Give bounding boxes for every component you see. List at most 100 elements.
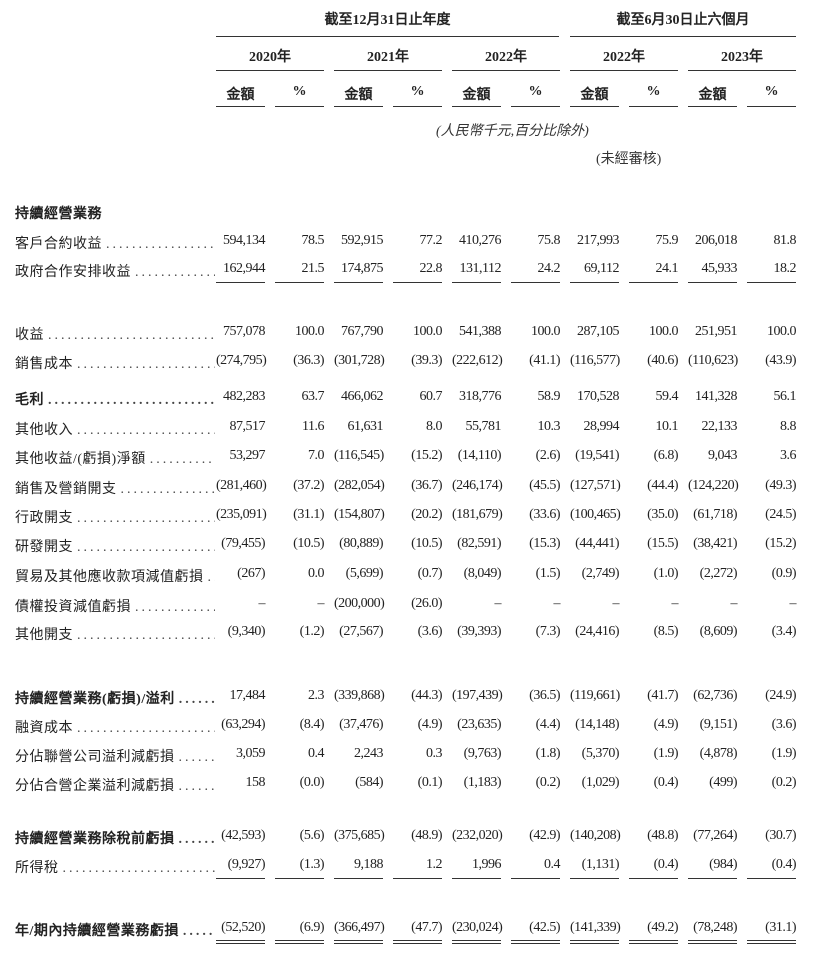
- percent-cell: (36.7): [411, 478, 442, 493]
- amount-cell: 162,944: [223, 261, 266, 276]
- amount-cell: (230,024): [452, 920, 503, 935]
- percent-cell: (0.1): [417, 775, 443, 790]
- header-rule: [216, 36, 559, 37]
- amount-cell: (141,339): [570, 920, 621, 935]
- percent-cell: (39.3): [411, 353, 442, 368]
- row-label-text: 貿易及其他應收款項減值虧損: [15, 570, 204, 585]
- amount-cell: (116,577): [570, 353, 620, 368]
- leader-dots: ..........................: [178, 750, 216, 765]
- row-label: 銷售及營銷開支 ..........................: [15, 478, 215, 498]
- row-label: 銷售成本 ..........................: [15, 353, 215, 373]
- percent-cell: 21.5: [301, 261, 325, 276]
- year-rule: [452, 70, 560, 71]
- amount-cell: 28,994: [583, 419, 620, 434]
- amount-cell: 767,790: [341, 324, 384, 339]
- column-rule: [747, 106, 796, 107]
- amount-cell: (52,520): [221, 920, 265, 935]
- amount-cell: (366,497): [334, 920, 385, 935]
- percent-cell: 0.3: [426, 746, 443, 761]
- row-label: 其他收益/(虧損)淨額 ..........................: [15, 448, 215, 468]
- amount-cell: 174,875: [341, 261, 384, 276]
- subtotal-rule: [570, 878, 619, 879]
- amount-cell: (197,439): [452, 688, 503, 703]
- percent-cell: (49.3): [765, 478, 796, 493]
- amount-cell: (200,000): [334, 596, 385, 611]
- amount-cell: –: [494, 596, 502, 611]
- column-rule: [570, 106, 619, 107]
- percent-cell: (10.5): [293, 536, 324, 551]
- row-label: 其他收入 ..........................: [15, 419, 215, 439]
- total-double-rule: [275, 940, 324, 944]
- unaudited-note: (未經審核): [596, 152, 662, 167]
- row-label: 行政開支 ..........................: [15, 507, 215, 527]
- percent-cell: (5.6): [299, 828, 325, 843]
- amount-header: 金額: [462, 88, 491, 103]
- percent-cell: 100.0: [649, 324, 679, 339]
- percent-cell: (1.2): [299, 624, 325, 639]
- percent-cell: (0.4): [653, 857, 679, 872]
- percent-cell: (15.5): [647, 536, 678, 551]
- percent-cell: 7.0: [308, 448, 325, 463]
- amount-cell: (2,749): [581, 566, 620, 581]
- row-label-text: 收益: [15, 328, 44, 343]
- percent-cell: (49.2): [647, 920, 678, 935]
- percent-header: %: [646, 84, 661, 99]
- percent-cell: (42.9): [529, 828, 560, 843]
- row-label: 融資成本 ..........................: [15, 717, 215, 737]
- total-double-rule: [334, 940, 383, 944]
- percent-cell: 60.7: [419, 389, 443, 404]
- leader-dots: ..........................: [135, 600, 215, 615]
- amount-cell: 170,528: [577, 389, 620, 404]
- row-label-text: 債權投資減值虧損: [15, 600, 131, 615]
- subtotal-rule: [511, 282, 560, 283]
- percent-cell: 0.0: [308, 566, 325, 581]
- row-label-text: 其他開支: [15, 628, 73, 643]
- percent-cell: (44.4): [647, 478, 678, 493]
- subtotal-rule: [688, 282, 737, 283]
- percent-cell: (20.2): [411, 507, 442, 522]
- row-label: 毛利 ..........................: [15, 389, 215, 409]
- amount-cell: 3,059: [236, 746, 266, 761]
- row-label-text: 其他收入: [15, 423, 73, 438]
- amount-cell: 318,776: [459, 389, 502, 404]
- percent-cell: (15.2): [765, 536, 796, 551]
- leader-dots: ..........................: [178, 779, 216, 794]
- total-double-rule: [570, 940, 619, 944]
- amount-cell: (39,393): [457, 624, 501, 639]
- column-rule: [216, 106, 265, 107]
- row-label-text: 融資成本: [15, 721, 73, 736]
- percent-cell: (44.3): [411, 688, 442, 703]
- percent-cell: 75.8: [537, 233, 561, 248]
- total-double-rule: [393, 940, 442, 944]
- amount-cell: 9,188: [354, 857, 384, 872]
- subtotal-rule: [216, 282, 265, 283]
- amount-cell: (27,567): [339, 624, 383, 639]
- amount-cell: (375,685): [334, 828, 385, 843]
- row-label-text: 毛利: [15, 393, 44, 408]
- amount-cell: (499): [709, 775, 737, 790]
- amount-cell: (119,661): [570, 688, 620, 703]
- leader-dots: ..........................: [207, 570, 216, 585]
- amount-cell: (267): [237, 566, 265, 581]
- percent-cell: (1.9): [771, 746, 797, 761]
- amount-cell: 141,328: [695, 389, 738, 404]
- percent-cell: (36.5): [529, 688, 560, 703]
- amount-cell: (127,571): [570, 478, 621, 493]
- percent-cell: (3.4): [771, 624, 797, 639]
- percent-cell: 24.1: [655, 261, 679, 276]
- amount-cell: (1,029): [581, 775, 620, 790]
- row-label: 貿易及其他應收款項減值虧損 ..........................: [15, 566, 215, 586]
- amount-cell: (24,416): [575, 624, 619, 639]
- row-label-text: 所得稅: [15, 861, 59, 876]
- percent-cell: (7.3): [535, 624, 561, 639]
- subtotal-rule: [393, 878, 442, 879]
- amount-cell: (232,020): [452, 828, 503, 843]
- percent-cell: (1.0): [653, 566, 679, 581]
- amount-cell: (4,878): [699, 746, 738, 761]
- percent-cell: 100.0: [295, 324, 325, 339]
- percent-cell: (48.9): [411, 828, 442, 843]
- amount-cell: 206,018: [695, 233, 738, 248]
- amount-cell: (14,148): [575, 717, 619, 732]
- column-rule: [688, 106, 737, 107]
- percent-cell: (33.6): [529, 507, 560, 522]
